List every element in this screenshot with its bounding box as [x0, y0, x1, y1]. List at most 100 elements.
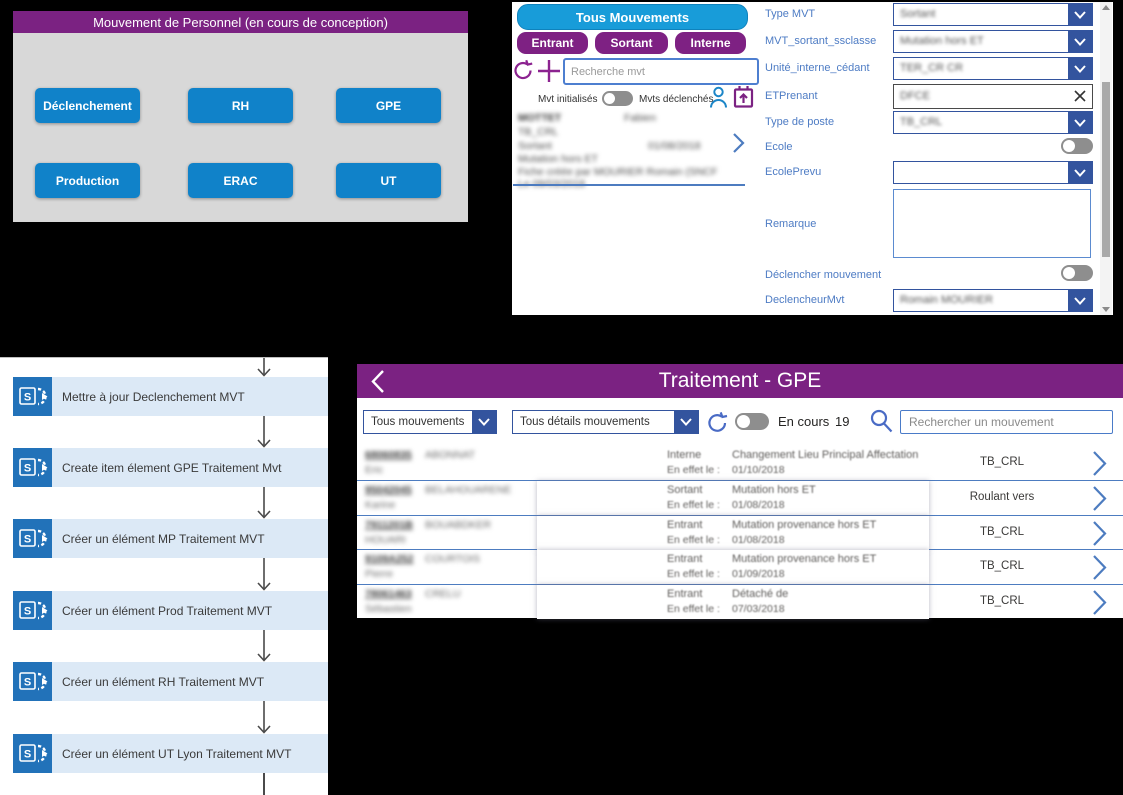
person-icon[interactable] [709, 86, 728, 114]
ut-button[interactable]: UT [336, 163, 441, 198]
flow-step-label: Créer un élément MP Traitement MVT [62, 531, 265, 546]
chevron-down-icon [1068, 58, 1092, 79]
remarque-textarea[interactable] [893, 189, 1091, 258]
sharepoint-icon: S [13, 519, 52, 558]
declencheur-mvt-dropdown[interactable]: Romain MOURIER [893, 289, 1093, 312]
flow-designer-panel: S Mettre à jour Declenchement MVT S Crea… [0, 357, 328, 795]
en-cours-toggle[interactable] [735, 413, 769, 430]
sharepoint-icon: S [13, 448, 52, 487]
ecole-label: Ecole [765, 141, 793, 153]
flow-arrow-icon [257, 558, 271, 596]
chevron-down-icon [472, 411, 496, 433]
list-separator [513, 184, 745, 186]
flow-step-create-prod[interactable]: S Créer un élément Prod Traitement MVT [13, 591, 328, 630]
details-dropdown[interactable]: Tous détails mouvements [512, 410, 699, 434]
movement-row[interactable]: 7911201B BOUABDKER HOUARI Entrant En eff… [357, 516, 1123, 550]
flow-arrow-icon [257, 630, 271, 667]
refresh-icon[interactable] [706, 410, 729, 440]
search-movement-input[interactable] [563, 58, 759, 85]
movement-row[interactable]: 68060835 ABONNAT Eric Interne En effet l… [357, 446, 1123, 480]
flow-step-create-ut-lyon[interactable]: S Créer un élément UT Lyon Traitement MV… [13, 734, 328, 773]
row-date-label: En effet le : [667, 499, 720, 511]
flow-step-label: Create item élement GPE Traitement Mvt [62, 460, 282, 475]
row-chevron-icon[interactable] [1092, 589, 1107, 621]
item-created-by: Fiche créée par MOURIER Romain (SNCF [518, 166, 718, 178]
flow-step-create-rh[interactable]: S Créer un élément RH Traitement MVT [13, 662, 328, 701]
row-date: 01/10/2018 [732, 464, 785, 476]
row-type: Interne [667, 449, 702, 461]
row-first-name: Sébastien [365, 603, 412, 615]
unite-interne-cedant-label: Unité_interne_cédant [765, 62, 870, 74]
row-chevron-icon[interactable] [1092, 520, 1107, 552]
mvt-initialises-label: Mvt initialisés [538, 94, 598, 105]
row-employee-id: 95042045 [365, 484, 412, 496]
refresh-icon[interactable] [512, 58, 534, 87]
row-last-name: BOUABDKER [425, 519, 491, 531]
flow-step-create-gpe[interactable]: S Create item élement GPE Traitement Mvt [13, 448, 328, 487]
scroll-up-icon[interactable] [1102, 5, 1110, 10]
movement-row[interactable]: 78061463 CRELU Sébastien Entrant En effe… [357, 585, 1123, 619]
declencher-mouvement-toggle[interactable] [1061, 265, 1093, 281]
flow-arrow-icon [257, 358, 271, 382]
row-separator [357, 515, 1123, 517]
row-chevron-icon[interactable] [1092, 450, 1107, 482]
erac-button[interactable]: ERAC [188, 163, 293, 198]
row-last-name: CRELU [425, 588, 461, 600]
back-icon[interactable] [369, 369, 386, 399]
calendar-export-icon[interactable] [733, 85, 754, 114]
remarque-label: Remarque [765, 218, 817, 230]
form-scrollbar[interactable] [1100, 2, 1112, 315]
row-employee-id: 9109A252 [365, 553, 414, 565]
movements-dropdown[interactable]: Tous mouvements [363, 410, 497, 434]
row-date: 01/08/2018 [732, 499, 785, 511]
production-button[interactable]: Production [35, 163, 140, 198]
item-poste: TB_CRL [518, 126, 559, 138]
unite-interne-cedant-dropdown[interactable]: TER_CR CR [893, 57, 1093, 80]
type-de-poste-label: Type de poste [765, 116, 835, 128]
search-treatment-input[interactable] [900, 410, 1113, 434]
declenchement-button[interactable]: Déclenchement [35, 88, 140, 123]
mvt-state-toggle[interactable] [602, 91, 633, 106]
etprenant-input[interactable]: DFCE [893, 84, 1093, 109]
interne-filter-button[interactable]: Interne [675, 32, 746, 54]
scroll-down-icon[interactable] [1102, 307, 1110, 312]
sortant-filter-button[interactable]: Sortant [595, 32, 668, 54]
sharepoint-icon: S [13, 591, 52, 630]
flow-step-update-declenchement[interactable]: S Mettre à jour Declenchement MVT [13, 377, 328, 416]
row-first-name: Eric [365, 464, 384, 476]
ecole-toggle[interactable] [1061, 138, 1093, 154]
svg-text:S: S [24, 677, 31, 689]
row-date-label: En effet le : [667, 534, 720, 546]
entrant-filter-button[interactable]: Entrant [517, 32, 588, 54]
item-chevron-icon[interactable] [732, 132, 745, 159]
flow-step-create-mp[interactable]: S Créer un élément MP Traitement MVT [13, 519, 328, 558]
all-movements-button[interactable]: Tous Mouvements [517, 4, 748, 30]
sharepoint-icon: S [13, 377, 52, 416]
row-date: 01/09/2018 [732, 568, 785, 580]
mvt-sortant-ssclasse-dropdown[interactable]: Mutation hors ET [893, 30, 1093, 53]
svg-text:S: S [24, 606, 31, 618]
scrollbar-thumb[interactable] [1102, 82, 1110, 257]
type-de-poste-dropdown[interactable]: TB_CRL [893, 111, 1093, 134]
movement-row[interactable]: 9109A252 COURTOIS Pierre Entrant En effe… [357, 550, 1123, 584]
row-chevron-icon[interactable] [1092, 485, 1107, 517]
search-icon[interactable] [869, 408, 894, 439]
sharepoint-icon: S [13, 662, 52, 701]
rh-button[interactable]: RH [188, 88, 293, 123]
flow-arrow-icon [257, 701, 271, 739]
clear-icon[interactable] [1073, 89, 1087, 108]
mvts-declenches-label: Mvts déclenchés [639, 94, 714, 105]
chevron-down-icon [1068, 4, 1092, 25]
svg-text:S: S [24, 392, 31, 404]
type-mvt-dropdown[interactable]: Sortant [893, 3, 1093, 26]
ecole-prevu-dropdown[interactable] [893, 161, 1093, 184]
chevron-down-icon [1068, 162, 1092, 183]
add-movement-icon[interactable] [537, 58, 561, 89]
gpe-button[interactable]: GPE [336, 88, 441, 123]
row-separator [357, 584, 1123, 586]
movement-list-item[interactable]: MOTTET Fabien TB_CRL Sortant 01/08/2018 … [512, 108, 746, 190]
ecole-prevu-label: EcolePrevu [765, 166, 822, 178]
row-chevron-icon[interactable] [1092, 554, 1107, 586]
movement-row[interactable]: 95042045 BELAHOUARENE Karine Sortant En … [357, 481, 1123, 515]
